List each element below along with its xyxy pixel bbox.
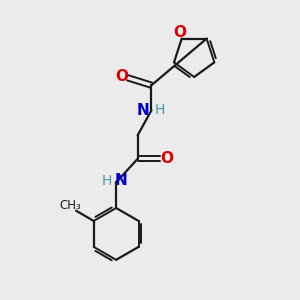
Text: O: O: [160, 151, 173, 166]
Text: N: N: [137, 103, 150, 118]
Text: H: H: [101, 174, 112, 188]
Text: CH₃: CH₃: [60, 199, 82, 212]
Text: N: N: [115, 173, 128, 188]
Text: O: O: [115, 69, 128, 84]
Text: O: O: [174, 25, 187, 40]
Text: H: H: [154, 103, 165, 117]
